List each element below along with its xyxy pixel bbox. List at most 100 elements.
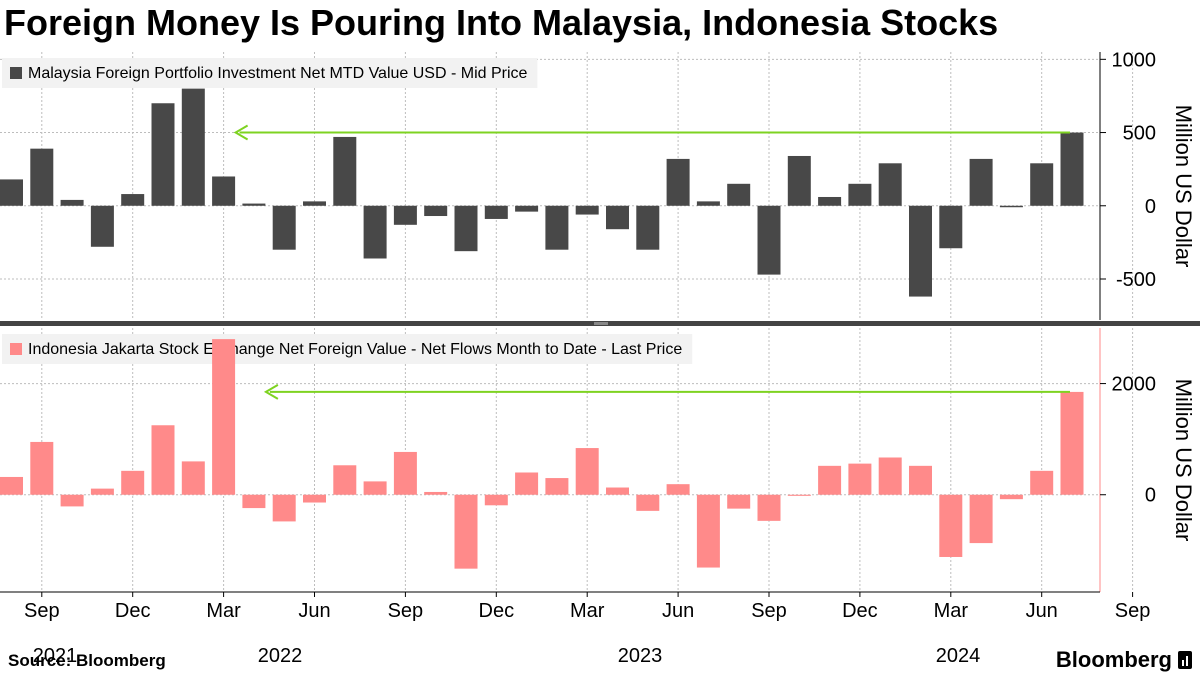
bar-2024-06 — [1030, 470, 1054, 495]
x-year-label: 2021 — [33, 645, 78, 667]
legend-swatch — [10, 67, 22, 79]
legend-background — [2, 334, 693, 364]
legend-malaysia: Malaysia Foreign Portfolio Investment Ne… — [2, 58, 538, 88]
legend-label: Indonesia Jakarta Stock Exchange Net For… — [28, 341, 682, 358]
bar-2023-10 — [787, 494, 811, 496]
bar-2023-12 — [848, 183, 872, 206]
bar-2022-03 — [212, 339, 236, 495]
bar-2021-11 — [90, 205, 114, 247]
bar-2023-05 — [636, 205, 660, 250]
bar-2024-04 — [969, 494, 993, 544]
bar-2022-05 — [272, 205, 296, 250]
bar-2024-02 — [909, 205, 932, 297]
bar-2023-01 — [515, 472, 539, 495]
bar-2021-08 — [0, 476, 23, 495]
bar-2023-02 — [545, 478, 569, 495]
x-tick-label: Jun — [1026, 600, 1058, 622]
x-year-label: 2024 — [936, 645, 981, 667]
bar-2023-12 — [848, 463, 872, 495]
x-tick-label: Dec — [842, 600, 878, 622]
bar-2024-07 — [1060, 132, 1084, 206]
bar-2022-08 — [363, 205, 387, 259]
bar-2022-05 — [272, 494, 296, 522]
x-tick-label: Sep — [1115, 600, 1151, 622]
bar-2021-09 — [30, 441, 54, 495]
bloomberg-terminal-icon — [1178, 651, 1192, 669]
y-tick-label: 0 — [1145, 196, 1156, 218]
y-tick-label: 0 — [1145, 485, 1156, 507]
x-tick-label: Sep — [751, 600, 787, 622]
bar-2023-10 — [787, 155, 811, 206]
annotation-arrowhead — [233, 124, 249, 141]
y-tick-label: 2000 — [1112, 374, 1157, 396]
bar-2023-07 — [696, 494, 720, 568]
bar-2023-06 — [666, 484, 690, 495]
bar-2022-12 — [484, 494, 508, 506]
bar-2021-12 — [121, 470, 145, 495]
bar-2023-03 — [575, 448, 599, 495]
x-year-label: 2023 — [618, 645, 663, 667]
bar-2021-08 — [0, 179, 23, 206]
x-tick-label: Mar — [206, 600, 241, 622]
brand-name: Bloomberg — [1055, 647, 1172, 672]
bar-2022-09 — [393, 205, 417, 225]
bar-2023-11 — [818, 196, 842, 206]
panel-splitter-handle — [594, 322, 608, 325]
bar-2023-04 — [606, 487, 629, 495]
bar-2023-06 — [666, 158, 690, 206]
bar-2023-09 — [757, 205, 781, 275]
bar-2022-04 — [242, 203, 266, 206]
bar-2021-11 — [90, 488, 114, 495]
bar-2023-04 — [606, 205, 629, 230]
x-tick-label: Jun — [662, 600, 694, 622]
x-tick-label: Sep — [388, 600, 424, 622]
bar-2022-06 — [303, 494, 326, 503]
x-tick-label: Mar — [934, 600, 969, 622]
legend-indonesia: Indonesia Jakarta Stock Exchange Net For… — [2, 334, 693, 364]
bar-2022-03 — [212, 176, 236, 206]
bar-2022-08 — [363, 481, 387, 495]
x-tick-label: Dec — [115, 600, 151, 622]
bar-2024-07 — [1060, 391, 1084, 495]
bar-2023-03 — [575, 205, 599, 215]
legend-background — [2, 58, 538, 88]
bar-2024-01 — [878, 163, 902, 206]
annotation-arrowhead — [263, 384, 279, 400]
bar-2023-01 — [515, 205, 539, 212]
legend-swatch — [10, 343, 22, 355]
x-tick-label: Jun — [298, 600, 330, 622]
bar-2023-11 — [818, 465, 842, 495]
bar-2023-05 — [636, 494, 660, 511]
source-note: Source: Bloomberg — [8, 651, 166, 670]
bar-2023-09 — [757, 494, 781, 521]
x-tick-label: Sep — [24, 600, 60, 622]
bar-2022-09 — [393, 451, 417, 495]
bar-2024-06 — [1030, 163, 1054, 206]
bar-2024-05 — [999, 494, 1023, 500]
bar-2024-04 — [969, 158, 993, 206]
bloomberg-logo: Bloomberg — [1056, 647, 1192, 673]
bar-2023-08 — [727, 494, 751, 509]
bar-2024-02 — [909, 465, 932, 495]
bar-2022-04 — [242, 494, 266, 509]
bar-2024-01 — [878, 457, 902, 495]
bar-2022-10 — [424, 205, 448, 217]
y-tick-label: 1000 — [1112, 49, 1157, 71]
bar-2022-02 — [181, 88, 205, 206]
bar-2024-05 — [999, 205, 1023, 208]
bar-2022-07 — [333, 136, 357, 206]
bar-2023-08 — [727, 183, 751, 206]
x-year-label: 2022 — [258, 645, 303, 667]
chart-title: Foreign Money Is Pouring Into Malaysia, … — [4, 2, 999, 43]
y-axis-label: Million US Dollar — [1171, 379, 1196, 542]
bar-2022-10 — [424, 491, 448, 495]
bar-2022-12 — [484, 205, 508, 219]
bar-2021-10 — [60, 199, 84, 206]
legend-label: Malaysia Foreign Portfolio Investment Ne… — [28, 65, 528, 82]
x-tick-label: Dec — [479, 600, 515, 622]
y-tick-label: 500 — [1123, 123, 1156, 145]
bar-2022-01 — [151, 425, 175, 495]
bar-2022-11 — [454, 494, 478, 569]
bar-2023-07 — [696, 201, 720, 206]
